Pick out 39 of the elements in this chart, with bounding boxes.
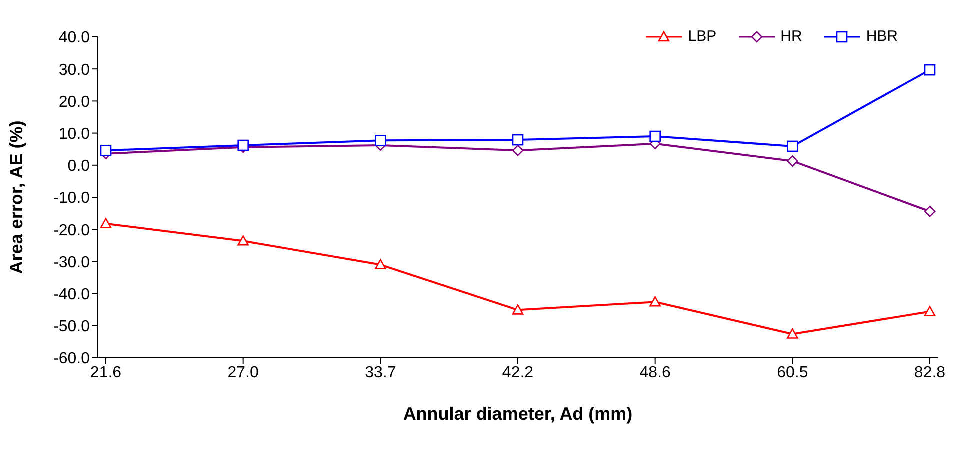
point bbox=[512, 304, 524, 315]
point bbox=[512, 144, 524, 156]
y-tick-label: 30.0 bbox=[58, 62, 90, 79]
x-tick-label: 33.7 bbox=[365, 364, 396, 382]
x-tick-label: 42.2 bbox=[502, 364, 534, 382]
x-tick-label: 27.0 bbox=[228, 364, 260, 382]
y-tick-label: -20.0 bbox=[54, 222, 90, 240]
x-axis-title: Annular diameter, Ad (mm) bbox=[403, 404, 633, 424]
point bbox=[924, 64, 936, 76]
x-tick-label: 21.6 bbox=[90, 364, 122, 382]
point bbox=[375, 135, 386, 146]
y-tick-label: -10.0 bbox=[54, 190, 90, 208]
y-tick-label: -50.0 bbox=[54, 318, 90, 336]
y-tick-label: 40.0 bbox=[58, 30, 90, 47]
y-tick-label: 10.0 bbox=[58, 126, 90, 143]
y-tick-label: -60.0 bbox=[54, 350, 90, 368]
x-tick-label: 48.6 bbox=[640, 364, 672, 382]
y-tick-label: 20.0 bbox=[58, 94, 90, 111]
y-tick-label: -40.0 bbox=[54, 286, 90, 304]
y-tick-label: 0.0 bbox=[68, 158, 90, 176]
x-tick-label: 82.8 bbox=[914, 364, 946, 382]
x-tick-label: 60.5 bbox=[777, 364, 808, 382]
point bbox=[100, 218, 112, 228]
legend-label: LBP bbox=[688, 28, 717, 45]
point bbox=[924, 306, 936, 316]
legend-label: HR bbox=[780, 28, 802, 45]
point bbox=[512, 134, 524, 146]
point bbox=[100, 144, 112, 156]
point bbox=[924, 206, 936, 218]
point bbox=[375, 259, 386, 270]
legend-label: HBR bbox=[866, 28, 898, 45]
point bbox=[787, 156, 798, 167]
point bbox=[787, 328, 798, 339]
point bbox=[650, 130, 661, 142]
y-axis-title: Area error, AE (%) bbox=[6, 120, 26, 274]
point bbox=[650, 296, 661, 307]
y-tick-label: -30.0 bbox=[54, 254, 90, 272]
point bbox=[787, 140, 798, 152]
point bbox=[238, 236, 249, 246]
